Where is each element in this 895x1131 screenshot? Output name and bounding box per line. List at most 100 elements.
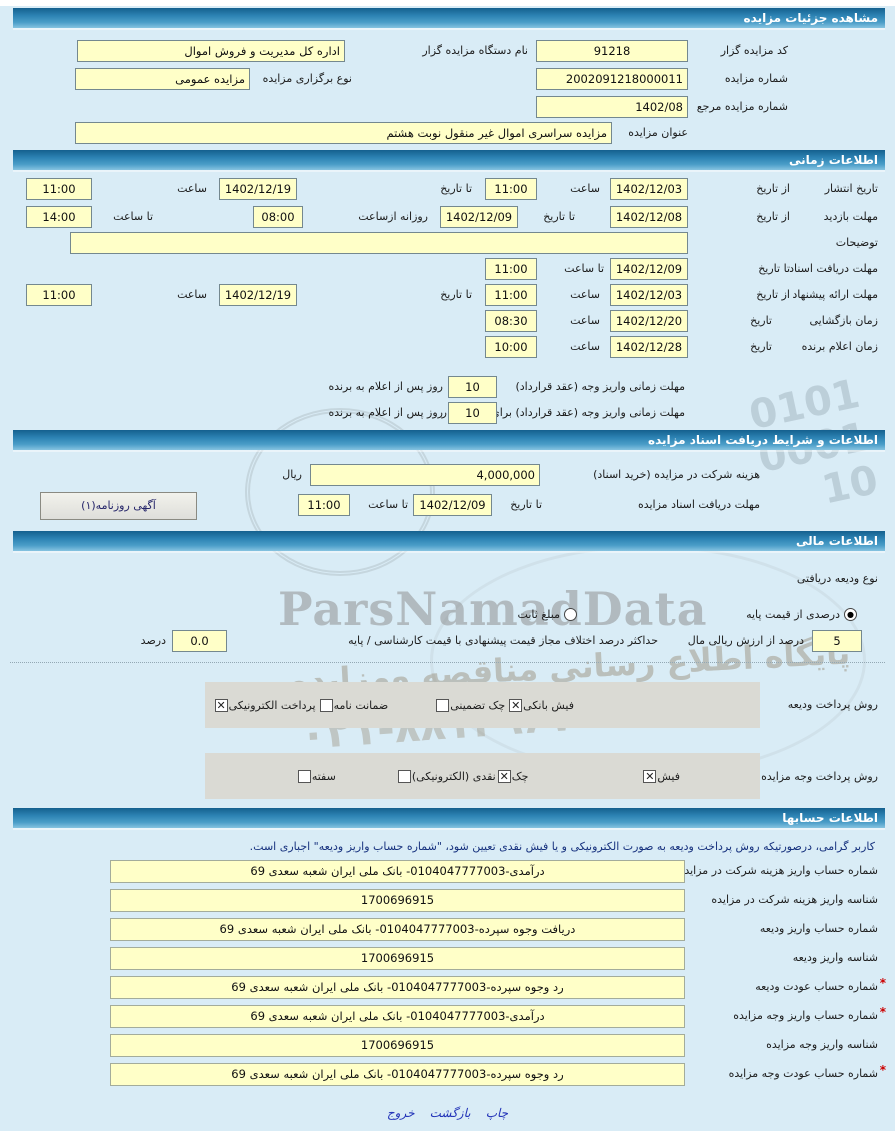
account-row-label: شماره حساب واریز هزینه شرکت در مزایده	[678, 864, 878, 877]
account-row-label: شناسه واریز هزینه شرکت در مزایده	[711, 893, 878, 906]
exit-link[interactable]: خروج	[386, 1106, 415, 1120]
checkbox-label: سفته	[311, 769, 336, 783]
deposit-pay-deadline2-label: مهلت زمانی واریز وجه (عقد قرارداد) برای …	[441, 406, 685, 419]
bidder-code-field[interactable]: 91218	[536, 40, 688, 62]
newspaper-ad-button[interactable]: آگهی روزنامه(۱)	[40, 492, 197, 520]
account-row-label: شناسه واریز وجه مزایده	[766, 1038, 878, 1051]
docs-deadline-date-field[interactable]: 1402/12/09	[413, 494, 492, 516]
section-header-accounts: اطلاعات حسابها	[13, 808, 885, 828]
ref-number-label: شماره مزایده مرجع	[696, 100, 788, 113]
checkbox-option-promissory-note[interactable]: سفته	[297, 769, 336, 783]
account-row-field[interactable]: رد وجوه سپرده-0104047777003- بانک ملی ای…	[110, 976, 685, 999]
offer-hour-label: ساعت	[570, 288, 600, 301]
checkbox-icon[interactable]: ✕	[214, 698, 228, 712]
checkbox-icon[interactable]	[397, 769, 411, 783]
checkbox-icon[interactable]	[436, 698, 450, 712]
checkbox-icon[interactable]: ✕	[509, 698, 523, 712]
required-star: *	[879, 1005, 886, 1019]
checkbox-icon[interactable]: ✕	[497, 769, 511, 783]
accounts-notice: کاربر گرامی، درصورتیکه روش پرداخت ودیعه …	[249, 840, 875, 853]
print-link[interactable]: چاپ	[485, 1106, 509, 1120]
opening-date-field[interactable]: 1402/12/20	[610, 310, 688, 332]
checkbox-option-bank-receipt[interactable]: فیش بانکی ✕	[509, 698, 574, 712]
account-row-field[interactable]: 1700696915	[110, 947, 685, 970]
org-name-field[interactable]: اداره کل مدیریت و فروش اموال	[77, 40, 345, 62]
publish-from-date-field[interactable]: 1402/12/03	[610, 178, 688, 200]
dotted-separator	[10, 662, 885, 663]
winner-announce-label: زمان اعلام برنده	[801, 340, 878, 353]
opening-time-label: زمان بازگشایی	[809, 314, 879, 327]
deposit-pay-deadline-field[interactable]: 10	[448, 376, 497, 398]
checkbox-option-cheque[interactable]: چک ✕	[497, 769, 529, 783]
account-row-label: شماره حساب عودت وجه مزایده	[728, 1067, 878, 1080]
visit-to-date-field[interactable]: 1402/12/09	[440, 206, 518, 228]
checkbox-icon[interactable]	[297, 769, 311, 783]
opening-date-label: تاریخ	[750, 314, 772, 327]
offer-from-label: از تاریخ	[756, 288, 790, 301]
docs-receive-to-label: تا تاریخ	[758, 262, 790, 275]
auction-title-field[interactable]: مزایده سراسری اموال غیر منقول نوبت هشتم	[75, 122, 612, 144]
percent-of-base-radio[interactable]: ●	[844, 608, 857, 621]
description-field[interactable]	[70, 232, 688, 254]
checkbox-option-electronic-payment[interactable]: پرداخت الکترونیکی ✕	[214, 698, 316, 712]
visit-daily-from-field[interactable]: 08:00	[253, 206, 303, 228]
checkbox-icon[interactable]	[319, 698, 333, 712]
account-row-field[interactable]: درآمدی-0104047777003- بانک ملی ایران شعب…	[110, 1005, 685, 1028]
publish-from-label: از تاریخ	[756, 182, 790, 195]
deposit-pay-deadline-label: مهلت زمانی واریز وجه (عقد قرارداد)	[515, 380, 685, 393]
checkbox-option-guaranteed-cheque[interactable]: چک تضمینی	[436, 698, 505, 712]
deposit-method-panel: فیش بانکی ✕ چک تضمینی ضمانت نامه پرداخت …	[205, 682, 760, 728]
publish-to-hour-field[interactable]: 11:00	[26, 178, 92, 200]
docs-deadline-to-label: تا تاریخ	[510, 498, 542, 511]
publish-to-date-field[interactable]: 1402/12/19	[219, 178, 297, 200]
publish-hour-field[interactable]: 11:00	[485, 178, 537, 200]
account-row-field[interactable]: رد وجوه سپرده-0104047777003- بانک ملی ای…	[110, 1063, 685, 1086]
offer-to-label: تا تاریخ	[440, 288, 472, 301]
account-row-field[interactable]: درآمدی-0104047777003- بانک ملی ایران شعب…	[110, 860, 685, 883]
publish-to-hour-label: ساعت	[177, 182, 207, 195]
winner-hour-field[interactable]: 10:00	[485, 336, 537, 358]
winner-hour-label: ساعت	[570, 340, 600, 353]
deposit-percent-field[interactable]: 5	[812, 630, 862, 652]
account-row-field[interactable]: دریافت وجوه سپرده-0104047777003- بانک مل…	[110, 918, 685, 941]
offer-to-date-field[interactable]: 1402/12/19	[219, 284, 297, 306]
participation-fee-field[interactable]: 4,000,000	[310, 464, 540, 486]
auction-number-field[interactable]: 2002091218000011	[536, 68, 688, 90]
checkbox-label: نقدی (الکترونیکی)	[411, 769, 496, 783]
ref-number-field[interactable]: 1402/08	[536, 96, 688, 118]
opening-hour-field[interactable]: 08:30	[485, 310, 537, 332]
checkbox-label: پرداخت الکترونیکی	[228, 698, 316, 712]
max-diff-field[interactable]: 0.0	[172, 630, 227, 652]
account-row-field[interactable]: 1700696915	[110, 1034, 685, 1057]
publish-hour-label: ساعت	[570, 182, 600, 195]
visit-to-label: تا تاریخ	[543, 210, 575, 223]
fixed-amount-radio[interactable]	[564, 608, 577, 621]
auction-type-field[interactable]: مزایده عمومی	[75, 68, 250, 90]
account-row-label: شماره حساب واریز ودیعه	[759, 922, 878, 935]
docs-receive-hour-field[interactable]: 11:00	[485, 258, 537, 280]
deposit-pay-deadline2-field[interactable]: 10	[448, 402, 497, 424]
offer-from-date-field[interactable]: 1402/12/03	[610, 284, 688, 306]
checkbox-icon[interactable]: ✕	[643, 769, 657, 783]
watermark-brand: ParsNamadData	[278, 582, 708, 636]
section-header-financial: اطلاعات مالی	[13, 531, 885, 551]
back-link[interactable]: بازگشت	[429, 1106, 471, 1120]
visit-to-hour-field[interactable]: 14:00	[26, 206, 92, 228]
checkbox-label: چک	[511, 769, 529, 783]
checkbox-option-cash-electronic[interactable]: نقدی (الکترونیکی)	[397, 769, 496, 783]
visit-daily-label: روزانه ازساعت	[358, 210, 428, 223]
account-row-field[interactable]: 1700696915	[110, 889, 685, 912]
participation-fee-label: هزینه شرکت در مزایده (خرید اسناد)	[593, 468, 760, 481]
docs-deadline-hour-field[interactable]: 11:00	[298, 494, 350, 516]
checkbox-option-guarantee-letter[interactable]: ضمانت نامه	[319, 698, 388, 712]
visit-from-date-field[interactable]: 1402/12/08	[610, 206, 688, 228]
docs-receive-date-field[interactable]: 1402/12/09	[610, 258, 688, 280]
checkbox-option-receipt[interactable]: فیش ✕	[643, 769, 680, 783]
section-header-time: اطلاعات زمانی	[13, 150, 885, 170]
offer-to-hour-field[interactable]: 11:00	[26, 284, 92, 306]
winner-date-field[interactable]: 1402/12/28	[610, 336, 688, 358]
winner-date-label: تاریخ	[750, 340, 772, 353]
offer-hour-field[interactable]: 11:00	[485, 284, 537, 306]
account-row-label: شماره حساب عودت ودیعه	[755, 980, 878, 993]
